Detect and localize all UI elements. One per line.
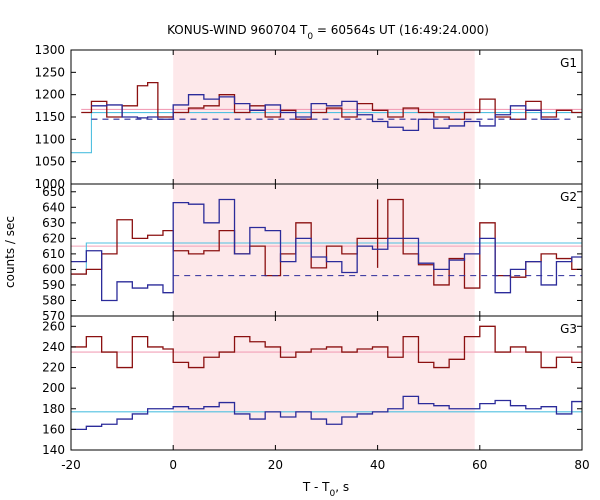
y-tick-label: 200 (42, 381, 65, 395)
blue-count-histogram (71, 198, 582, 302)
y-tick-label: 620 (42, 231, 65, 245)
y-tick-label: 1150 (34, 110, 65, 124)
red-count-histogram (71, 325, 582, 369)
y-tick-label: 140 (42, 443, 65, 457)
y-tick-label: 180 (42, 402, 65, 416)
y-tick-label: 630 (42, 216, 65, 230)
blue-count-histogram (71, 395, 582, 431)
chart-title: KONUS-WIND 960704 T0 = 60564s UT (16:49:… (167, 23, 489, 42)
panel-label-g2: G2 (560, 190, 577, 204)
y-tick-label: 220 (42, 361, 65, 375)
y-tick-label: 1300 (34, 43, 65, 57)
highlight-interval-band (173, 184, 475, 316)
highlight-interval-band (173, 316, 475, 450)
x-tick-label: 40 (370, 458, 385, 472)
x-axis-title: T - T0, s (302, 480, 349, 499)
y-tick-label: 580 (42, 293, 65, 307)
y-tick-label: 260 (42, 319, 65, 333)
x-tick-label: 0 (169, 458, 177, 472)
panel-label-g1: G1 (560, 56, 577, 70)
highlight-interval-band (173, 50, 475, 184)
y-tick-label: 600 (42, 262, 65, 276)
y-tick-label: 240 (42, 340, 65, 354)
x-tick-label: 80 (574, 458, 589, 472)
y-tick-label: 1000 (34, 177, 65, 191)
x-tick-label: -20 (61, 458, 81, 472)
panel-frame (70, 315, 583, 451)
y-tick-label: 610 (42, 247, 65, 261)
y-tick-label: 650 (42, 185, 65, 199)
y-tick-label: 640 (42, 200, 65, 214)
y-tick-label: 1250 (34, 65, 65, 79)
x-tick-label: 60 (472, 458, 487, 472)
y-tick-label: 590 (42, 278, 65, 292)
y-axis-title: counts / sec (3, 216, 17, 288)
y-tick-label: 570 (42, 309, 65, 323)
panel-g3-series-group (71, 325, 582, 431)
y-tick-label: 1050 (34, 155, 65, 169)
red-count-histogram (81, 81, 582, 120)
background-step-line (71, 112, 92, 154)
y-tick-label: 1100 (34, 132, 65, 146)
panel-g2-series-group (71, 198, 582, 302)
panel-g1-series-group (71, 81, 582, 154)
panel-label-g3: G3 (560, 322, 577, 336)
y-tick-label: 1200 (34, 88, 65, 102)
x-tick-label: 20 (268, 458, 283, 472)
y-tick-label: 160 (42, 422, 65, 436)
